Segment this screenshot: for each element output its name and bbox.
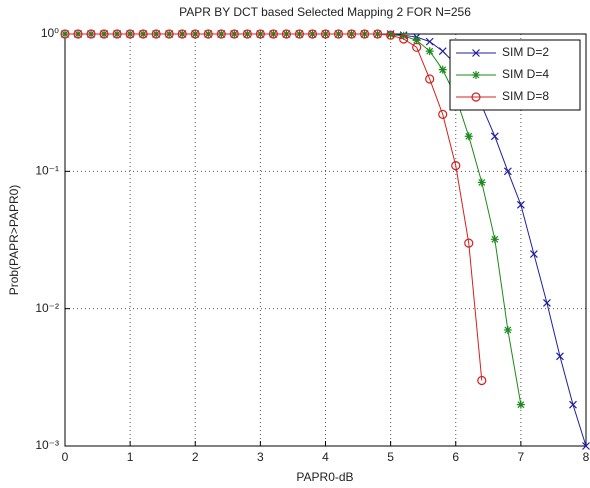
marker: [425, 47, 434, 56]
marker: [399, 31, 408, 40]
legend: SIM D=2 SIM D=4 SIM D=8: [449, 39, 581, 111]
marker: [138, 29, 148, 39]
marker: [99, 29, 109, 39]
marker: [268, 29, 279, 39]
marker: [464, 132, 473, 141]
marker: [372, 29, 383, 39]
marker: [471, 92, 481, 102]
x-tick-label: 8: [583, 450, 590, 464]
marker: [569, 400, 577, 409]
marker: [151, 29, 161, 39]
marker: [281, 29, 292, 39]
y-tick-label: 10⁻³: [35, 438, 59, 452]
marker: [412, 36, 421, 45]
marker: [412, 42, 422, 52]
marker: [125, 29, 135, 39]
legend-label: SIM D=8: [502, 89, 549, 103]
marker: [556, 352, 564, 361]
marker: [425, 37, 434, 46]
marker: [472, 49, 480, 57]
marker: [464, 238, 474, 248]
marker: [438, 109, 448, 119]
marker: [73, 29, 83, 39]
marker: [438, 47, 447, 56]
y-tick-label: 10⁰: [41, 26, 59, 40]
marker: [503, 167, 512, 176]
marker: [307, 29, 318, 39]
y-tick-label: 10⁻²: [35, 301, 59, 315]
marker: [346, 29, 357, 39]
x-tick-label: 6: [452, 450, 459, 464]
marker: [190, 29, 200, 39]
marker: [490, 132, 499, 141]
y-tick-label: 10⁻¹: [35, 164, 59, 178]
marker: [294, 29, 305, 39]
marker: [60, 29, 70, 39]
marker: [255, 29, 265, 39]
marker: [203, 29, 213, 39]
x-tick-label: 4: [322, 450, 329, 464]
marker: [516, 400, 525, 409]
marker: [472, 71, 480, 79]
legend-label: SIM D=4: [502, 67, 549, 81]
x-tick-label: 3: [257, 450, 264, 464]
marker: [320, 29, 331, 39]
marker: [386, 30, 396, 40]
y-axis-label: Prob(PAPR>PAPR0): [7, 185, 21, 296]
marker: [177, 29, 187, 39]
marker: [399, 34, 409, 44]
marker: [425, 74, 435, 84]
marker: [438, 65, 447, 74]
x-tick-label: 2: [192, 450, 199, 464]
x-tick-label: 5: [387, 450, 394, 464]
x-tick-label: 1: [127, 450, 134, 464]
marker: [503, 325, 512, 334]
marker: [477, 178, 486, 187]
x-tick-label: 7: [518, 450, 525, 464]
chart-title: PAPR BY DCT based Selected Mapping 2 FOR…: [179, 5, 471, 19]
marker: [451, 161, 461, 171]
marker: [490, 235, 499, 244]
marker: [86, 29, 96, 39]
marker: [529, 250, 538, 258]
marker: [112, 29, 122, 39]
marker: [216, 29, 226, 39]
marker: [242, 29, 252, 39]
x-axis-label: PAPR0-dB: [296, 470, 353, 484]
marker: [164, 29, 174, 39]
marker: [516, 200, 525, 209]
marker: [229, 29, 239, 39]
marker: [359, 29, 370, 39]
marker: [386, 30, 395, 39]
marker: [582, 442, 590, 450]
marker: [333, 29, 344, 39]
legend-label: SIM D=2: [502, 45, 549, 59]
marker: [543, 299, 551, 307]
marker: [477, 375, 487, 386]
x-tick-label: 0: [62, 450, 69, 464]
